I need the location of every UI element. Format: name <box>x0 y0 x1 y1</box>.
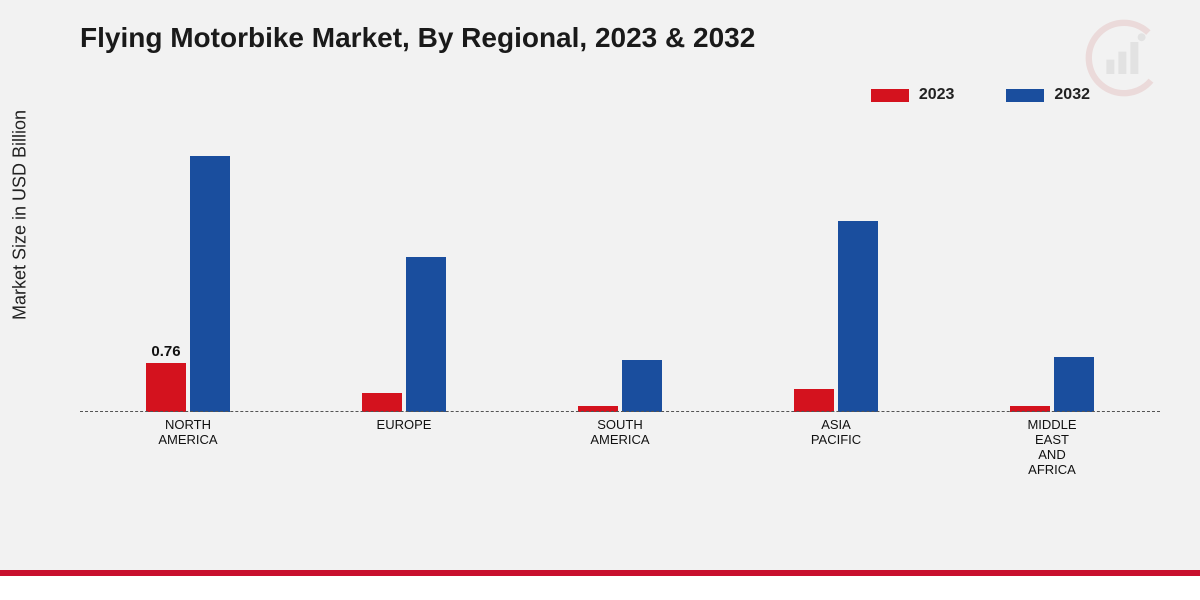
legend-swatch-2032 <box>1006 89 1044 102</box>
bar-group <box>728 140 944 412</box>
bar-2032 <box>1054 357 1094 412</box>
x-label: NORTH AMERICA <box>80 414 296 470</box>
bar-2032 <box>190 156 230 412</box>
x-label: SOUTH AMERICA <box>512 414 728 470</box>
legend: 2023 2032 <box>871 86 1090 104</box>
bar-group <box>944 140 1160 412</box>
bar-group <box>512 140 728 412</box>
bar-group: 0.76 <box>80 140 296 412</box>
bar-2023 <box>794 389 834 412</box>
bar-group <box>296 140 512 412</box>
bar-2032 <box>406 257 446 412</box>
watermark-logo <box>1084 18 1164 98</box>
chart-title: Flying Motorbike Market, By Regional, 20… <box>80 22 755 54</box>
baseline <box>80 411 1160 412</box>
bar-value-label: 0.76 <box>151 343 180 360</box>
bar-2032 <box>622 360 662 412</box>
bar-2023 <box>362 393 402 412</box>
x-label: ASIA PACIFIC <box>728 414 944 470</box>
y-axis-label: Market Size in USD Billion <box>10 110 31 320</box>
plot-area: 0.76 NORTH AMERICAEUROPESOUTH AMERICAASI… <box>80 140 1160 470</box>
x-label: MIDDLE EAST AND AFRICA <box>944 414 1160 470</box>
legend-item-2032: 2032 <box>1006 86 1090 104</box>
legend-label-2023: 2023 <box>919 86 955 104</box>
x-label: EUROPE <box>296 414 512 470</box>
legend-label-2032: 2032 <box>1054 86 1090 104</box>
footer-strip <box>0 570 1200 600</box>
x-axis-labels: NORTH AMERICAEUROPESOUTH AMERICAASIA PAC… <box>80 414 1160 470</box>
bar-2023: 0.76 <box>146 363 186 412</box>
legend-swatch-2023 <box>871 89 909 102</box>
bar-2032 <box>838 221 878 412</box>
bar-groups: 0.76 <box>80 140 1160 412</box>
legend-item-2023: 2023 <box>871 86 955 104</box>
